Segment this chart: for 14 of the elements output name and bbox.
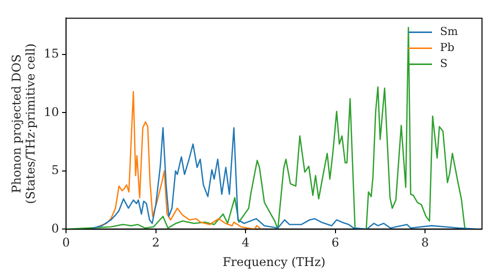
x-tick-label: 6 [331, 236, 340, 250]
x-tick-label: 0 [62, 236, 70, 250]
x-tick-label: 8 [421, 236, 429, 250]
y-axis-title: Phonon projected DOS (States/THz·primitive cell) [9, 43, 38, 204]
legend-label: S [440, 57, 448, 70]
x-tick-label: 2 [152, 236, 160, 250]
x-tick-label: 4 [242, 236, 250, 250]
legend-label: Pb [440, 41, 454, 54]
y-tick-label: 10 [44, 104, 60, 119]
legend-label: Sm [440, 25, 459, 38]
y-tick-label: 5 [51, 163, 60, 178]
x-axis-title: Frequency (THz) [222, 254, 326, 269]
y-tick-label: 0 [51, 221, 60, 236]
y-tick-label: 15 [44, 46, 60, 60]
